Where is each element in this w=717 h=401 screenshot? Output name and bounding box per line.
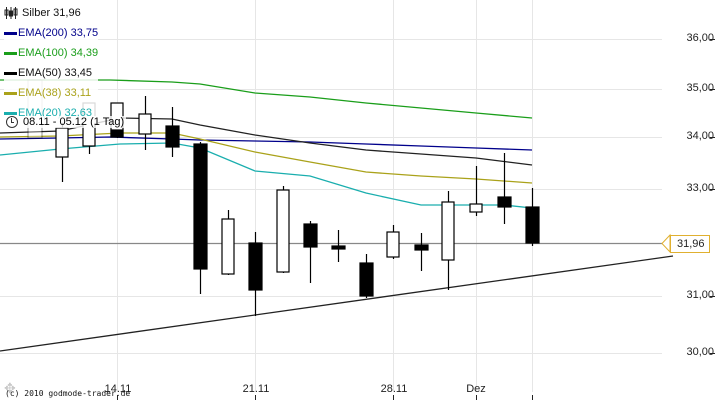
copyright-text: (c) 2010 godmode-trader.de [5,389,131,398]
chart-legend: Silber 31,96 EMA(200) 33,75 EMA(100) 34,… [4,3,99,123]
last-price-marker-arrow [661,233,671,254]
y-tick-36: 36,00 [686,32,714,44]
candle[interactable] [497,153,512,224]
ema100-swatch [4,51,17,55]
x-axis-ticks [117,395,533,400]
candle[interactable] [359,254,374,298]
legend-ema200-label: EMA(200) 33,75 [18,27,99,39]
y-tick-30: 30,00 [686,346,714,358]
x-tick-dez: Dez [466,383,486,395]
ema50-swatch [4,71,17,75]
y-tick-34: 34,00 [686,130,714,142]
candle[interactable] [221,210,235,275]
candlesticks [27,79,540,316]
legend-ema100-label: EMA(100) 34,39 [18,47,99,59]
legend-ema50[interactable]: EMA(50) 33,45 [4,63,99,83]
candle[interactable] [248,232,263,316]
candle[interactable] [469,166,483,216]
candle[interactable] [55,122,69,182]
legend-ema100[interactable]: EMA(100) 34,39 [4,43,99,63]
y-tick-33: 33,00 [686,182,714,194]
move-icon[interactable]: ✥ [4,380,16,396]
legend-instrument-label: Silber 31,96 [22,7,81,19]
y-tick-31: 31,00 [686,289,714,301]
legend-instrument: Silber 31,96 [4,3,99,23]
candle[interactable] [414,233,429,271]
legend-ema38[interactable]: EMA(38) 33,11 [4,83,99,103]
period-range[interactable]: 08.11 - 05.12 (1 Tag) [6,116,127,128]
support-trendline[interactable] [0,255,674,352]
last-price-label: 31,96 [670,235,710,253]
candlestick-icon [4,7,18,19]
y-tick-35: 35,00 [686,82,714,94]
ema20-swatch [4,111,17,115]
y-axis-ticks [710,39,715,354]
legend-ema50-label: EMA(50) 33,45 [18,67,92,79]
candle[interactable] [525,188,540,246]
ema200-swatch [4,31,17,35]
x-tick-21-11: 21.11 [242,383,270,395]
horizontal-gridlines [0,39,662,354]
ema38-line [0,132,533,184]
period-label: 08.11 - 05.12 (1 Tag) [23,116,125,128]
x-tick-28-11: 28.11 [380,383,408,395]
legend-ema200[interactable]: EMA(200) 33,75 [4,23,99,43]
vertical-gridlines [117,0,533,392]
candle[interactable] [386,225,400,259]
ema38-swatch [4,91,17,95]
candle[interactable] [331,230,346,262]
ema20-line [0,142,533,209]
candle[interactable] [303,221,318,283]
ema100-line [0,79,533,119]
ema200-line [0,136,533,151]
x-tick-14-11: 14.11 [104,383,132,395]
candle[interactable] [138,96,152,150]
clock-icon [6,116,18,128]
candle[interactable] [193,142,208,294]
candle[interactable] [165,107,180,157]
candle[interactable] [441,191,455,290]
legend-ema38-label: EMA(38) 33,11 [18,87,92,99]
candle[interactable] [276,186,290,273]
